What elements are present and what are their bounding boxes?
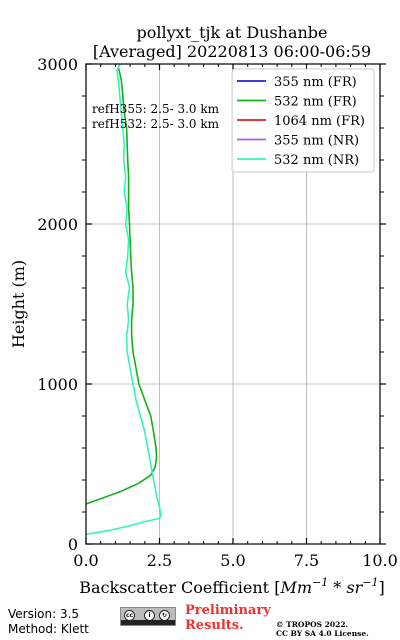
legend-box	[231, 68, 375, 173]
series-lines	[85, 63, 162, 536]
cc-logo-bar	[121, 620, 175, 625]
method-text: Method: Klett	[8, 622, 89, 636]
series-line-1	[85, 67, 158, 505]
y-tick-label-1: 1000	[37, 375, 78, 394]
preliminary-line1: Preliminary	[185, 603, 271, 618]
annotation-refh532: refH532: 2.5- 3.0 km	[92, 117, 220, 131]
annotation-refh355: refH355: 2.5- 3.0 km	[92, 102, 220, 116]
x-axis-label-exp1: −1	[312, 576, 328, 589]
copyright-notice: © TROPOS 2022. CC BY SA 4.0 License.	[276, 620, 369, 638]
x-axis-label: Backscatter Coefficient [Mm−1 * sr−1]	[79, 576, 384, 597]
y-tick-label-0: 0	[68, 535, 78, 554]
tick-labels: 0.0 2.5 5.0 7.5 10.0 0 1000 2000 3000	[37, 55, 398, 570]
legend-label-3: 355 nm (NR)	[274, 134, 359, 149]
x-axis-label-exp2: −1	[362, 576, 378, 589]
legend-label-2: 1064 nm (FR)	[274, 114, 365, 129]
copyright-line1: © TROPOS 2022.	[276, 620, 349, 629]
x-axis-label-end: ]	[378, 578, 384, 597]
y-axis-label: Height (m)	[9, 260, 28, 348]
y-tick-label-3: 3000	[37, 55, 78, 74]
preliminary-results-label: Preliminary Results.	[185, 603, 271, 633]
preliminary-line2: Results.	[185, 618, 244, 633]
cc-license-logo: cc i ↻	[120, 607, 176, 626]
x-tick-label-0: 0.0	[73, 551, 98, 570]
footer-info: Version: 3.5 Method: Klett	[8, 607, 89, 637]
x-axis-label-main: Backscatter Coefficient [	[79, 578, 280, 597]
axis-ticks	[82, 63, 386, 545]
chart-title-line1: pollyxt_tjk at Dushanbe	[136, 23, 327, 42]
x-tick-label-4: 10.0	[362, 551, 398, 570]
legend-label-1: 532 nm (FR)	[274, 95, 357, 110]
x-tick-label-3: 7.5	[294, 551, 319, 570]
legend-label-4: 532 nm (NR)	[274, 153, 359, 168]
series-line-4	[85, 63, 162, 536]
copyright-line2: CC BY SA 4.0 License.	[276, 629, 369, 638]
y-tick-label-2: 2000	[37, 215, 78, 234]
x-tick-label-1: 2.5	[147, 551, 172, 570]
legend-label-0: 355 nm (FR)	[274, 75, 357, 90]
version-text: Version: 3.5	[8, 607, 80, 621]
x-axis-label-unit: Mm	[279, 578, 312, 597]
chart-title-line2: [Averaged] 20220813 06:00-06:59	[93, 42, 371, 61]
x-axis-label-mid: * sr	[328, 578, 363, 597]
x-tick-label-2: 5.0	[220, 551, 245, 570]
legend: 355 nm (FR) 532 nm (FR) 1064 nm (FR) 355 nm…	[231, 68, 375, 173]
